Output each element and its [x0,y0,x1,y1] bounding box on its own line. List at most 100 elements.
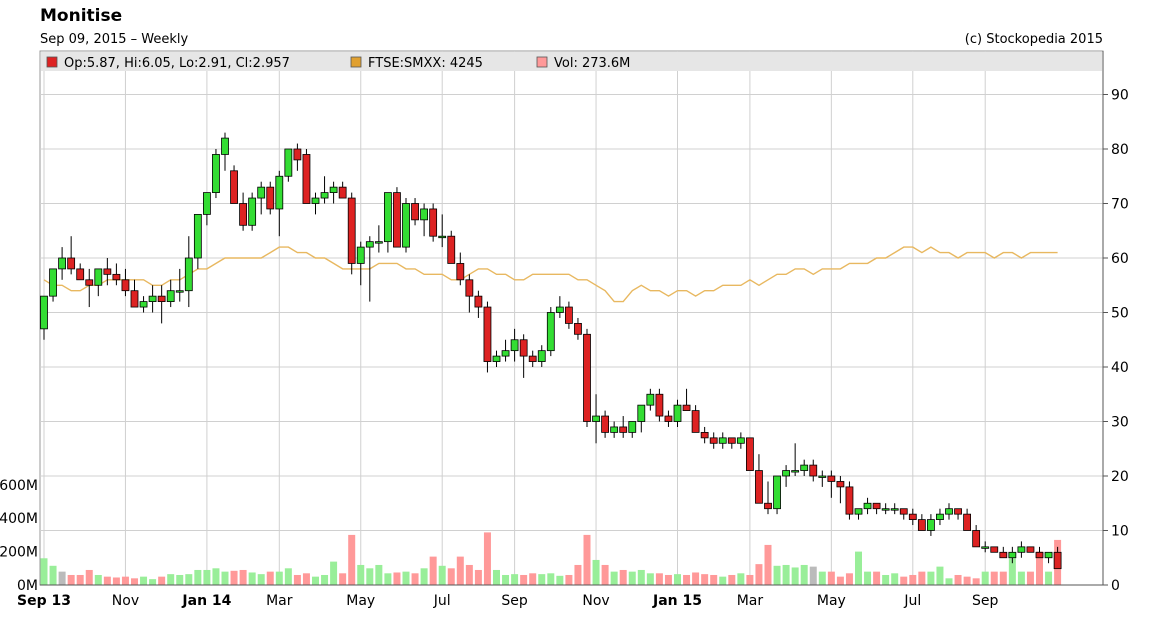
volume-bar [1017,571,1025,585]
volume-bar [321,574,329,585]
candle-body [402,203,410,248]
candle-body [1053,551,1062,570]
candle-body [718,437,727,444]
price-tick-label: 0 [1111,578,1120,594]
volume-bar [212,568,220,585]
volume-bar [411,573,419,585]
volume-bar [882,574,890,585]
volume-bar [972,578,980,585]
candle-body [85,279,94,286]
candle-body [202,192,211,215]
price-tick-label: 30 [1111,415,1129,431]
legend-swatch [536,56,548,68]
candle-body [791,470,800,473]
time-tick-label: May [817,593,846,609]
volume-bar [1026,571,1034,585]
volume-bar [312,576,319,585]
volume-bar [791,567,799,585]
volume-bar [574,564,582,585]
volume-bar [764,544,772,585]
ftse-index-line [43,246,1058,303]
volume-bar [167,574,175,585]
volume-bar [936,566,944,585]
candle-body [130,290,139,308]
volume-bar [275,571,283,585]
volume-bar [818,571,826,585]
price-tick-label: 20 [1111,469,1129,485]
candle-body [383,192,392,243]
legend-label: Op:5.87, Hi:6.05, Lo:2.91, Cl:2.957 [64,56,290,71]
chart-title: Monitise [40,6,123,26]
volume-bar [330,561,338,585]
candle-body [465,279,474,297]
candle-body [519,339,528,357]
candle-body [845,486,854,515]
candle-body [637,404,646,422]
candle-body [302,154,311,204]
volume-bar [176,574,184,585]
volume-bar [529,573,537,585]
candle-body [40,295,48,330]
volume-bar [610,571,618,585]
volume-bar [149,579,157,585]
candle-body [917,519,926,531]
volume-bar [40,558,48,585]
candle-body [972,530,981,548]
price-tick-label: 70 [1111,197,1129,213]
candle-body [863,502,872,510]
volume-bar [945,578,953,585]
candle-body [764,502,772,510]
candle-body [166,290,175,303]
volume-bar [420,568,428,585]
candle-body [619,426,628,433]
candle-body [574,322,582,335]
candle-body [320,192,329,199]
candle-body [1026,546,1035,553]
candle-body [329,186,338,193]
volume-bar [140,576,148,585]
volume-bar [339,573,347,585]
price-tick-label: 50 [1111,306,1129,322]
candle-body [121,279,130,292]
candle-body [646,393,655,406]
candle-body [610,426,619,433]
volume-bar [112,577,120,585]
volume-bar [864,571,872,585]
legend-swatch [350,56,362,68]
candle-body [311,197,320,204]
volume-bar [456,556,464,585]
candle-body [555,306,564,313]
time-tick-label: Nov [112,593,139,609]
volume-bar [465,564,473,585]
candle-body [139,301,148,308]
candle-body [175,290,184,293]
candle-body [356,246,365,264]
volume-bar [637,569,645,585]
volume-bar [855,551,862,585]
volume-bar [565,574,573,585]
candle-body [945,508,953,515]
volume-bar [547,573,555,585]
volume-bar [891,573,899,585]
candle-body [266,186,275,210]
candle-body [1017,546,1026,553]
candle-body [293,148,302,161]
candle-body [881,508,890,511]
candle-body [248,197,257,226]
candle-body [809,464,818,477]
volume-bar [493,569,500,585]
price-tick-label: 90 [1111,88,1129,104]
volume-bar [981,571,989,585]
volume-bar [185,574,193,585]
volume-bar [58,571,66,585]
time-tick-label: Nov [582,593,609,609]
volume-bar [502,574,510,585]
candle-body [474,295,483,308]
volume-bar [85,569,93,585]
candle-body [374,241,383,244]
volume-bar [239,569,247,585]
candle-body [284,148,293,177]
candle-body [854,508,863,515]
candle-body [872,502,881,510]
volume-bar [710,574,718,585]
